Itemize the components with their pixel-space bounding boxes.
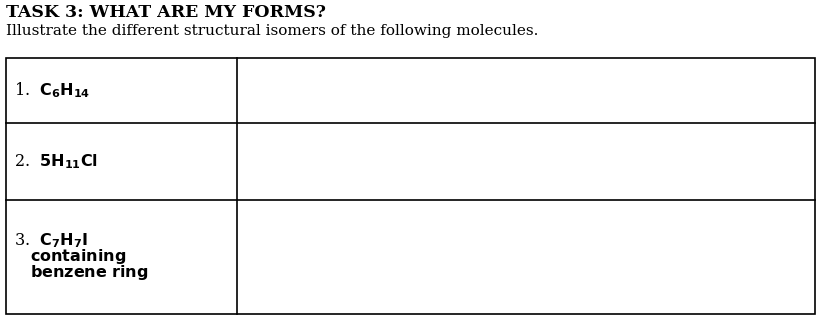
Text: 1.  $\mathbf{C_6H_{14}}$: 1. $\mathbf{C_6H_{14}}$ [14, 81, 90, 100]
Text: $\mathbf{containing}$: $\mathbf{containing}$ [30, 247, 126, 267]
Bar [6, 58, 815, 314]
Text: TASK 3: WHAT ARE MY FORMS?: TASK 3: WHAT ARE MY FORMS? [6, 4, 326, 21]
Text: 3.  $\mathbf{C_7H_7I}$: 3. $\mathbf{C_7H_7I}$ [14, 232, 88, 250]
Text: Illustrate the different structural isomers of the following molecules.: Illustrate the different structural isom… [6, 24, 539, 38]
Text: $\mathbf{benzene\ ring}$: $\mathbf{benzene\ ring}$ [30, 263, 148, 283]
Text: 2.  $\mathbf{5H_{11}Cl}$: 2. $\mathbf{5H_{11}Cl}$ [14, 152, 98, 171]
